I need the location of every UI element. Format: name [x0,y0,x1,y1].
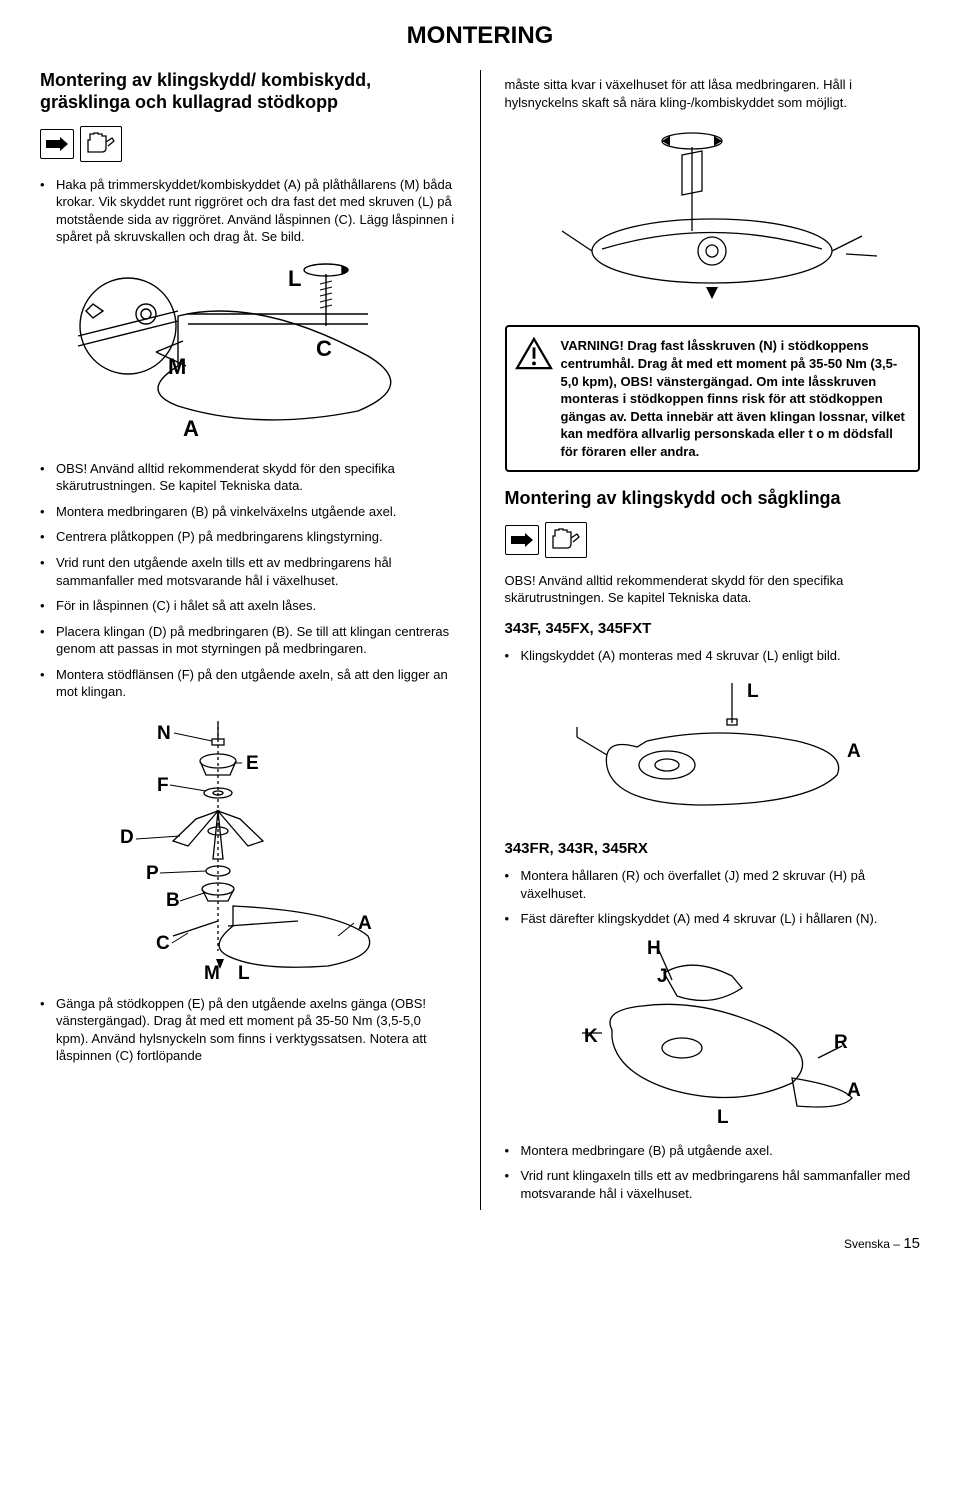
obs-note: OBS! Använd alltid rekommenderat skydd f… [505,572,921,607]
label-A: A [847,1080,861,1101]
label-A: A [183,416,199,441]
column-divider [480,70,481,1210]
list-item: Montera medbringaren (B) på vinkelväxeln… [40,503,456,521]
bullet-list-2: OBS! Använd alltid rekommenderat skydd f… [40,460,456,701]
label-L: L [747,681,759,702]
label-D: D [120,827,134,848]
label-M: M [168,354,186,379]
figure-exploded: N E F D P B A C M L [40,711,456,981]
list-item: Vrid runt klingaxeln tills ett av medbri… [505,1167,921,1202]
footer-language: Svenska [844,1237,890,1251]
footer-dash: – [890,1237,903,1251]
label-L: L [288,266,301,291]
list-item: Centrera plåtkoppen (P) på medbringarens… [40,528,456,546]
footer-page-number: 15 [903,1235,920,1252]
label-A: A [847,741,861,762]
safety-icon-row-2 [505,522,921,558]
glove-icon [80,126,122,162]
label-L: L [717,1107,729,1128]
two-column-layout: Montering av klingskydd/ kombiskydd, grä… [40,70,920,1210]
list-item: OBS! Använd alltid rekommenderat skydd f… [40,460,456,495]
label-P: P [146,863,159,884]
arrow-icon [40,129,74,159]
list-item: Vrid runt den utgående axeln tills ett a… [40,554,456,589]
continuation-text: måste sitta kvar i växelhuset för att lå… [505,76,921,111]
page-footer: Svenska – 15 [40,1234,920,1254]
list-item: Montera hållaren (R) och överfallet (J) … [505,867,921,902]
list-item: Montera medbringare (B) på utgående axel… [505,1142,921,1160]
bullet-list-m3: Montera medbringare (B) på utgående axel… [505,1142,921,1203]
page-title: MONTERING [40,20,920,52]
figure-model1: L A [505,675,921,825]
label-H: H [647,938,661,959]
bullet-list-m2: Montera hållaren (R) och överfallet (J) … [505,867,921,928]
figure-model2: H J K R A L [505,938,921,1128]
label-A: A [358,913,372,934]
bullet-list-m1: Klingskyddet (A) monteras med 4 skruvar … [505,647,921,665]
label-L: L [238,963,250,981]
label-B: B [166,890,180,911]
label-M: M [204,963,220,981]
list-item: Haka på trimmerskyddet/kombiskyddet (A) … [40,176,456,246]
bullet-list-1: Haka på trimmerskyddet/kombiskyddet (A) … [40,176,456,246]
label-R: R [834,1032,848,1053]
warning-text: VARNING! Drag fast låsskruven (N) i stöd… [561,338,905,458]
list-item: Klingskyddet (A) monteras med 4 skruvar … [505,647,921,665]
label-J: J [657,966,668,987]
warning-box: VARNING! Drag fast låsskruven (N) i stöd… [505,325,921,472]
bullet-list-3: Gänga på stödkoppen (E) på den utgående … [40,995,456,1065]
list-item: Gänga på stödkoppen (E) på den utgående … [40,995,456,1065]
label-E: E [246,753,259,774]
label-C: C [316,336,332,361]
heading-mounting-shield: Montering av klingskydd/ kombiskydd, grä… [40,70,456,113]
model-heading-2: 343FR, 343R, 345RX [505,839,921,859]
glove-icon [545,522,587,558]
warning-icon [515,337,553,371]
safety-icon-row [40,126,456,162]
label-K: K [584,1026,598,1047]
right-column: måste sitta kvar i växelhuset för att lå… [505,70,921,1210]
label-N: N [157,723,171,744]
list-item: För in låspinnen (C) i hålet så att axel… [40,597,456,615]
left-column: Montering av klingskydd/ kombiskydd, grä… [40,70,456,1210]
model-heading-1: 343F, 345FX, 345FXT [505,619,921,639]
label-F: F [157,775,169,796]
list-item: Placera klingan (D) på medbringaren (B).… [40,623,456,658]
list-item: Montera stödflänsen (F) på den utgående … [40,666,456,701]
arrow-icon [505,525,539,555]
heading-sawblade: Montering av klingskydd och sågklinga [505,488,921,510]
figure-tighten [505,121,921,311]
figure-mlca: L M C A [40,256,456,446]
list-item: Fäst därefter klingskyddet (A) med 4 skr… [505,910,921,928]
label-C: C [156,933,170,954]
